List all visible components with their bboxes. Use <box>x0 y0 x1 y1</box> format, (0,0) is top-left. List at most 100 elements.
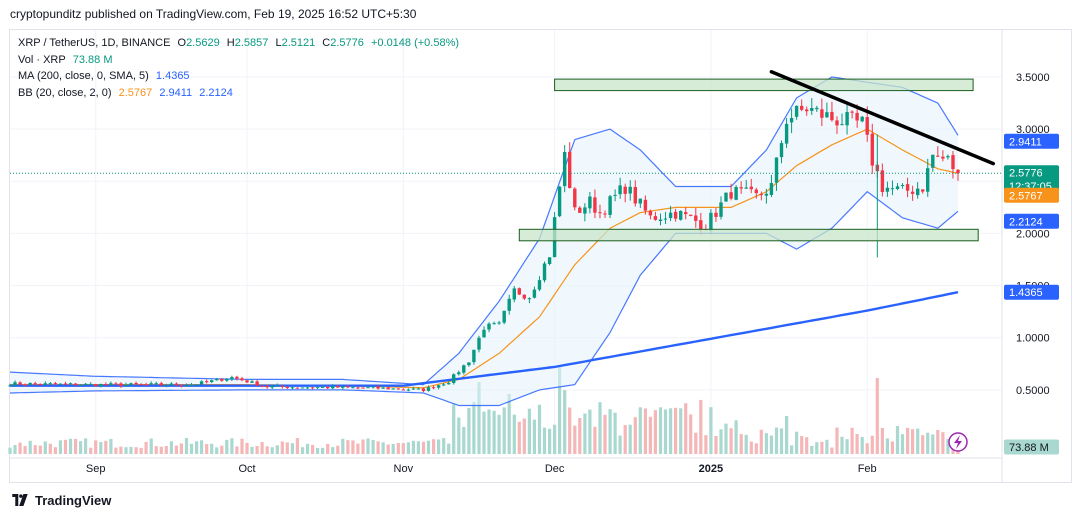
volume-bar <box>583 413 587 454</box>
volume-bar <box>411 440 415 454</box>
volume-bar <box>623 425 627 454</box>
volume-bar <box>447 443 451 454</box>
candle-body <box>810 108 814 111</box>
legend-ma-row[interactable]: MA (200, close, 0, SMA, 5) 1.4365 <box>18 68 459 85</box>
candle-body <box>89 383 93 385</box>
price-badges: 2.577612:37:052.94112.57672.21241.436573… <box>1004 133 1059 455</box>
candle-body <box>724 192 728 202</box>
volume-bar <box>119 446 123 454</box>
time-axis[interactable]: Sep Oct Nov Dec 2025 Feb <box>86 463 877 475</box>
candle-body <box>154 383 158 385</box>
candle-body <box>230 377 234 380</box>
candle-body <box>346 386 350 388</box>
legend-bb-basis: 2.5767 <box>118 86 153 99</box>
volume-bar <box>795 431 799 454</box>
candle-body <box>396 388 400 390</box>
volume-bar <box>800 436 804 454</box>
candle-body <box>709 212 713 231</box>
volume-bar <box>633 417 637 454</box>
footer-brand[interactable]: TradingView <box>10 491 111 509</box>
support-zone <box>518 228 979 242</box>
candle-body <box>164 385 168 387</box>
price-badge-bb-basis <box>1004 187 1059 203</box>
candle-body <box>840 124 844 126</box>
candle-body <box>699 220 703 230</box>
legend-high-value: 2.5857 <box>234 37 269 49</box>
volume-bar <box>941 432 945 454</box>
volume-bar <box>482 411 486 454</box>
price-tick-label: 0.5000 <box>1016 385 1050 397</box>
price-badge-text-ma200: 1.4365 <box>1009 287 1043 299</box>
volume-bar <box>164 446 168 454</box>
volume-bar <box>532 419 536 454</box>
volume-bar <box>729 428 733 454</box>
candle-body <box>684 212 688 215</box>
volume-bar <box>679 408 683 454</box>
candle-body <box>13 382 17 386</box>
published-header: cryptopunditz published on TradingView.c… <box>10 7 417 21</box>
candle-body <box>250 381 254 383</box>
candle-body <box>951 155 955 170</box>
candle-body <box>134 383 138 384</box>
candle-body <box>568 151 572 188</box>
candle-body <box>855 112 859 121</box>
flash-icon-group[interactable] <box>948 432 968 452</box>
volume-bar <box>699 399 703 454</box>
candle-body <box>104 384 108 385</box>
candle-body <box>497 322 501 324</box>
volume-bar <box>744 434 748 454</box>
candle-body <box>194 384 199 386</box>
candle-body <box>381 387 385 389</box>
volume-bar <box>104 440 108 454</box>
volume-bar <box>280 441 284 454</box>
legend-volume-row[interactable]: Vol · XRP 73.88 M <box>18 52 459 69</box>
candle-body <box>371 386 375 388</box>
candle-body <box>885 187 890 192</box>
volume-bar <box>275 445 279 454</box>
price-tick-label: 2.0000 <box>1016 228 1050 240</box>
candle-body <box>563 152 567 187</box>
candle-body <box>331 386 335 389</box>
candle-body <box>43 383 47 385</box>
footer-brand-text: TradingView <box>35 492 112 508</box>
volume-bar <box>815 442 819 454</box>
candle-body <box>240 378 244 381</box>
candle-body <box>522 294 526 299</box>
legend-ma-label: MA (200, close, 0, SMA, 5) <box>18 70 149 82</box>
volume-bar <box>512 414 516 454</box>
candle-body <box>926 168 930 192</box>
candle-body <box>729 192 733 199</box>
candle-body <box>144 384 148 386</box>
volume-bar <box>628 424 632 454</box>
candle-body <box>210 380 214 382</box>
candle-body <box>477 337 481 350</box>
candle-body <box>603 213 607 215</box>
price-badge-bb-lower <box>1004 213 1059 229</box>
volume-bar <box>810 445 814 454</box>
candle-body <box>850 111 854 113</box>
bollinger-upper-line <box>9 76 959 386</box>
legend-symbol[interactable]: XRP / TetherUS, 1D, BINANCE <box>18 37 171 49</box>
volume-bar <box>452 404 456 454</box>
candle-body <box>184 385 189 387</box>
volume-bar <box>855 434 859 454</box>
candle-body <box>694 215 698 221</box>
volume-bar <box>537 404 542 454</box>
candle-body <box>794 105 799 117</box>
volume-bar <box>553 424 557 454</box>
volume-bar <box>169 441 173 454</box>
volume-bar <box>598 402 602 454</box>
tradingview-logo-icon <box>12 494 28 506</box>
volume-bar <box>437 439 441 454</box>
volume-bar <box>79 441 83 454</box>
candle-body <box>361 387 365 389</box>
volume-bar <box>946 439 950 454</box>
price-axis[interactable]: 0.50001.00001.50002.00002.50003.00003.50… <box>1016 72 1050 397</box>
volume-bar <box>205 444 209 454</box>
candle-body <box>835 120 839 126</box>
legend-bb-row[interactable]: BB (20, close, 2, 0) 2.5767 2.9411 2.212… <box>18 85 459 102</box>
volume-bar <box>240 438 244 454</box>
candle-body <box>805 109 809 112</box>
volume-bar <box>754 443 758 454</box>
